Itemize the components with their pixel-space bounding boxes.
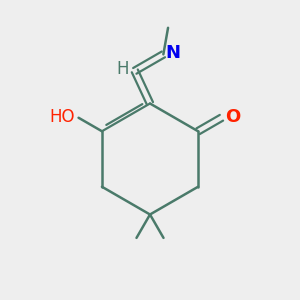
Text: N: N <box>166 44 181 62</box>
Text: HO: HO <box>50 108 75 126</box>
Text: O: O <box>225 108 240 126</box>
Text: H: H <box>116 60 129 78</box>
